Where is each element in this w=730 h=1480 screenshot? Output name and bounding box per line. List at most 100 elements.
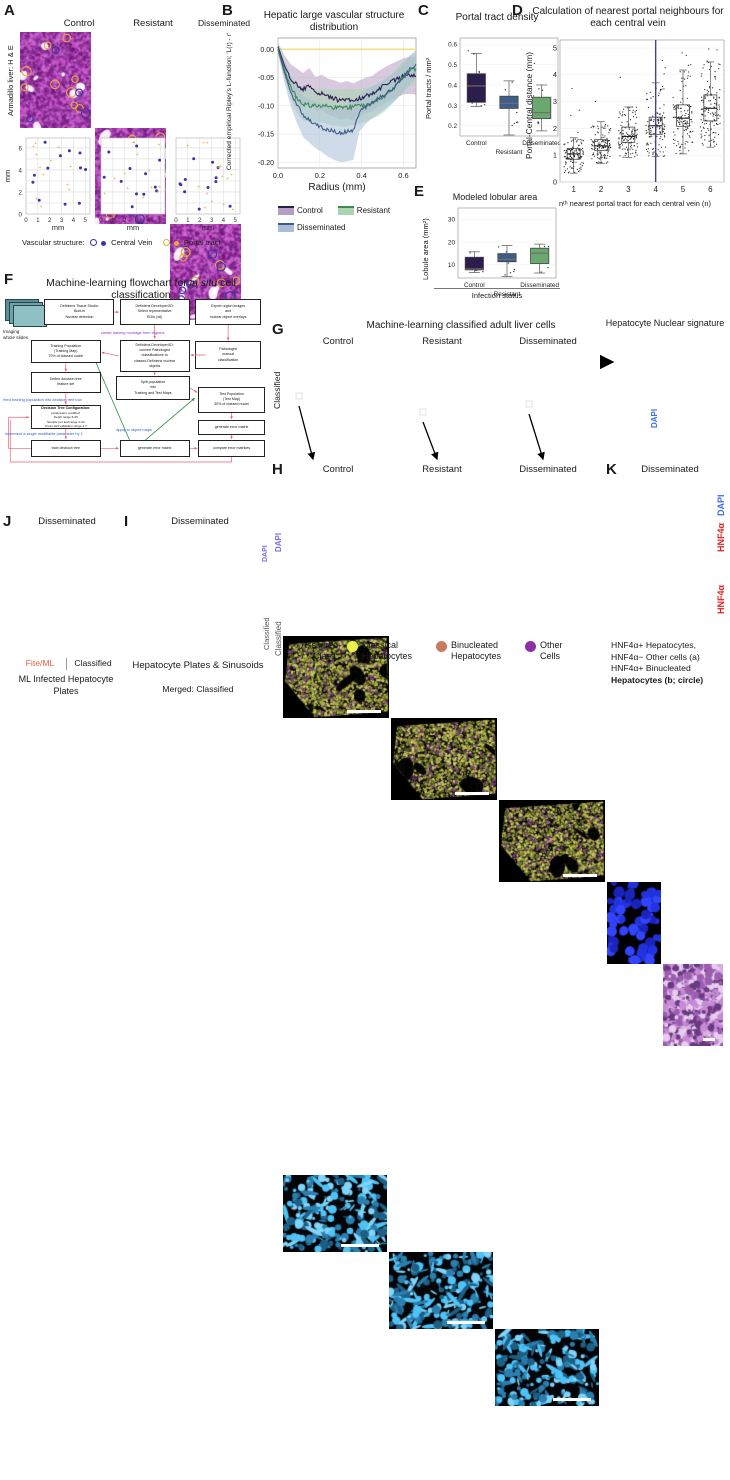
panel-j-condition: Disseminated <box>38 516 96 527</box>
scale-bar <box>347 710 381 713</box>
panel-h-legend-label-binucleated: Binucleated Hepatocytes <box>451 640 502 662</box>
panel-g-condition-disseminated: Disseminated <box>519 336 577 347</box>
svg-text:Resistant: Resistant <box>494 291 521 298</box>
svg-text:1: 1 <box>36 217 40 224</box>
flow-box-line: classification <box>217 357 239 362</box>
legend-swatch-disseminated <box>278 223 294 232</box>
panel-h-dapi-label: DAPI <box>274 532 283 552</box>
flow-box-generate-error-matrix-1: generate error matrix <box>119 440 190 457</box>
svg-text:-0.15: -0.15 <box>258 132 274 139</box>
binucleated-hepatocyte-swatch-icon <box>436 641 447 652</box>
flow-box-line: Definiens Tissue Studio: <box>60 304 99 309</box>
flow-box-line: (Training Map) <box>54 348 78 353</box>
panel-g-condition-control: Control <box>322 336 354 347</box>
flow-edge-label-feed-training-population: feed training population into decision t… <box>3 397 82 403</box>
flow-box-tissue-studio: Definiens Tissue Studio: Built-in Nuclear … <box>44 299 115 325</box>
flow-box-pathologist-manual: Pathologist manual classification <box>194 341 262 369</box>
panel-c-ylabel: Portal tracts / mm² <box>424 57 433 119</box>
panel-h-condition-control: Control <box>322 464 354 475</box>
flow-box-line: generate error matrix <box>137 445 172 450</box>
panel-k-hnf4a-label-bottom: HNF4α <box>716 584 726 614</box>
svg-text:+: + <box>103 192 106 198</box>
flow-box-line: into <box>150 385 156 390</box>
panel-b-legend: Control Resistant Disseminated <box>278 206 390 232</box>
panel-i-caption-2: Merged: Classified <box>162 684 234 694</box>
flowchart-canvas: Imaging whole slides Definiens Tissue St… <box>0 292 270 463</box>
flow-box-test-population: Test Population (Test Map) 30% of classed … <box>198 387 265 413</box>
scale-bar <box>341 1244 379 1247</box>
panel-i-classified-label: Classified <box>262 617 271 650</box>
whole-slide-images-icon <box>5 299 49 327</box>
panel-c-letter: C <box>418 2 429 19</box>
flow-edge-label-apply-to-object-maps: apply to object maps <box>116 427 152 433</box>
panel-g-dapi-label: DAPI <box>650 408 659 428</box>
nuclear-signature-dapi <box>607 882 661 964</box>
panel-a-legend-label-portal-tract: Portal tract <box>183 238 221 247</box>
flow-box-decision-tree-config: Decision Tree Configuration: parameters m… <box>30 405 101 430</box>
panel-b-title: Hepatic large vascular structure distrib… <box>263 10 405 33</box>
svg-text:+: + <box>68 187 71 193</box>
panel-b-xlabel: Radius (mm) <box>308 182 366 193</box>
panel-h-legend-title: Assigned Class: <box>300 640 338 662</box>
svg-text:-0.20: -0.20 <box>258 160 274 167</box>
svg-text:+: + <box>34 141 37 147</box>
panel-e-letter: E <box>414 183 425 200</box>
svg-text:4: 4 <box>653 185 658 194</box>
scale-bar <box>447 1321 485 1324</box>
svg-text:1: 1 <box>186 217 190 224</box>
flow-box-line: objects <box>148 363 161 368</box>
svg-text:10: 10 <box>448 262 456 269</box>
flow-box-line: Export region images <box>211 304 246 309</box>
legend-label-disseminated: Disseminated <box>297 223 346 232</box>
panel-h-legend-label-classical: Classical Hepatocytes <box>362 640 413 662</box>
panel-c-plot: 0.6 0.5 0.4 0.3 0.2 Control Resistant Dissemina… <box>436 32 564 162</box>
flow-box-line: Define decision tree <box>49 377 82 382</box>
svg-text:+: + <box>32 144 35 150</box>
svg-text:+: + <box>66 183 69 189</box>
svg-text:3: 3 <box>553 97 557 106</box>
svg-text:+: + <box>221 174 224 180</box>
svg-text:4: 4 <box>222 217 226 224</box>
svg-text:Disseminated: Disseminated <box>522 140 561 147</box>
panel-f-title-pre: Machine-learning flowchart for <box>46 277 190 289</box>
svg-text:1: 1 <box>111 217 115 224</box>
svg-text:0.6: 0.6 <box>448 42 457 49</box>
svg-text:+: + <box>50 159 53 165</box>
portal-tract-filled-icon <box>173 241 179 246</box>
panel-i-dapi-label: DAPI <box>262 545 269 562</box>
flow-box-line: parameters modified: <box>51 410 81 415</box>
svg-text:mm: mm <box>127 223 140 232</box>
portal-tract-open-icon <box>162 239 170 246</box>
dapi-image-resistant <box>389 1252 493 1329</box>
svg-text:3: 3 <box>210 217 214 224</box>
svg-text:+: + <box>219 164 222 170</box>
svg-text:0: 0 <box>174 217 178 224</box>
panel-d-plot: 5 4 3 2 1 0 1 2 3 4 5 6 <box>538 34 728 196</box>
panel-j-right-label: Classified <box>74 658 112 668</box>
flow-box-train-decision-tree: train decision tree <box>30 440 101 457</box>
panel-i-condition: Disseminated <box>171 516 229 527</box>
central-vein-open-icon <box>89 239 97 246</box>
svg-text:6: 6 <box>19 145 23 152</box>
panel-k-letter: K <box>606 461 617 478</box>
svg-text:Disseminated: Disseminated <box>520 282 559 289</box>
panel-h-condition-disseminated: Disseminated <box>519 464 577 475</box>
svg-text:+: + <box>206 141 209 147</box>
flow-box-line: Select representative <box>137 309 172 314</box>
panel-b-ylabel: Corrected empirical Ripley's L-function;… <box>226 32 233 170</box>
panel-k-sub-b-label: b <box>616 557 623 571</box>
scale-bar <box>703 1038 715 1041</box>
svg-text:0.3: 0.3 <box>448 103 457 110</box>
panel-c-title: Portal tract density <box>455 12 539 23</box>
flow-box-line: compare error matrices <box>212 445 251 450</box>
scale-bar <box>455 792 489 795</box>
svg-text:+: + <box>35 197 38 203</box>
svg-text:3: 3 <box>626 185 631 194</box>
svg-text:2: 2 <box>553 124 557 133</box>
svg-text:Control: Control <box>466 140 487 147</box>
flow-box-split-population: Split population into Training and Test Ma… <box>116 376 190 400</box>
flow-box-line: Test Population <box>219 392 244 397</box>
svg-text:5: 5 <box>681 185 686 194</box>
svg-text:+: + <box>148 168 151 174</box>
svg-text:+: + <box>217 165 220 171</box>
